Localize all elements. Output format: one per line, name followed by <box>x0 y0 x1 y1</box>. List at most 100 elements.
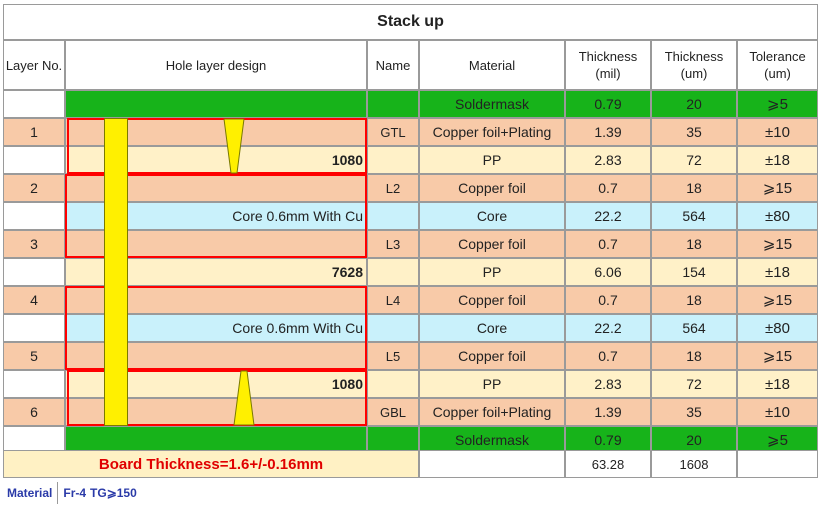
layer-no-cell: 4 <box>3 286 65 314</box>
layer-no-cell <box>3 90 65 118</box>
material-value: Fr-4 <box>63 486 87 500</box>
hole-layer-label: Core 0.6mm With Cu <box>232 320 363 336</box>
total-tolerance-cell <box>737 450 818 478</box>
material-cell: Copper foil <box>419 342 565 370</box>
thickness-mil-cell: 0.79 <box>565 90 651 118</box>
thickness-mil-cell: 0.7 <box>565 286 651 314</box>
material-cell: Copper foil+Plating <box>419 398 565 426</box>
thickness-um-cell: 35 <box>651 118 737 146</box>
layer-no-cell <box>3 202 65 230</box>
thickness-mil-cell: 2.83 <box>565 146 651 174</box>
header-thickness-um-label: Thickness (um) <box>664 49 724 81</box>
layer-name-cell <box>367 90 419 118</box>
thickness-um-cell: 18 <box>651 230 737 258</box>
tolerance-cell: ⩾15 <box>737 286 818 314</box>
header-tolerance: Tolerance (um) <box>737 40 818 90</box>
total-material-cell <box>419 450 565 478</box>
layer-no-cell: 5 <box>3 342 65 370</box>
layer-name-cell <box>367 370 419 398</box>
page-title: Stack up <box>3 4 818 40</box>
header-hole-design-label: Hole layer design <box>165 57 267 73</box>
layer-no-cell <box>3 258 65 286</box>
material-cell: Soldermask <box>419 426 565 454</box>
header-material-label: Material <box>468 57 516 73</box>
header-layer-no: Layer No. <box>3 40 65 90</box>
layer-name-cell: L5 <box>367 342 419 370</box>
layer-no-cell: 1 <box>3 118 65 146</box>
header-thickness-um: Thickness (um) <box>651 40 737 90</box>
hole-layer-label: 1080 <box>331 376 363 392</box>
tolerance-cell: ±10 <box>737 118 818 146</box>
layer-name-cell <box>367 202 419 230</box>
material-cell: Core <box>419 202 565 230</box>
tolerance-cell: ⩾5 <box>737 90 818 118</box>
thickness-um-cell: 72 <box>651 370 737 398</box>
layer-name-cell: GBL <box>367 398 419 426</box>
footer-divider <box>57 482 59 504</box>
hole-layer-label: 1080 <box>331 152 363 168</box>
layer-no-cell <box>3 314 65 342</box>
material-cell: Copper foil <box>419 174 565 202</box>
thickness-mil-cell: 0.7 <box>565 230 651 258</box>
header-tolerance-label: Tolerance (um) <box>749 49 806 81</box>
layer-no-cell <box>3 146 65 174</box>
thickness-um-cell: 564 <box>651 202 737 230</box>
header-thickness-mil: Thickness (mil) <box>565 40 651 90</box>
through-via <box>104 118 128 426</box>
thickness-um-cell: 72 <box>651 146 737 174</box>
layer-name-cell <box>367 146 419 174</box>
blind-via-bottom-icon <box>233 370 255 426</box>
layer-no-cell <box>3 370 65 398</box>
tolerance-cell: ±80 <box>737 314 818 342</box>
hole-layer-label: Core 0.6mm With Cu <box>232 208 363 224</box>
thickness-mil-cell: 1.39 <box>565 398 651 426</box>
tolerance-cell: ±80 <box>737 202 818 230</box>
material-cell: Soldermask <box>419 90 565 118</box>
tg-value: TG⩾150 <box>90 486 137 500</box>
header-name: Name <box>367 40 419 90</box>
material-cell: Core <box>419 314 565 342</box>
board-thickness: Board Thickness=1.6+/-0.16mm <box>98 455 324 473</box>
tolerance-cell: ⩾15 <box>737 230 818 258</box>
blind-via-top-icon-shape <box>223 118 245 174</box>
material-cell: Copper foil+Plating <box>419 118 565 146</box>
tolerance-cell: ±18 <box>737 146 818 174</box>
material-cell: Copper foil <box>419 230 565 258</box>
thickness-um-cell: 564 <box>651 314 737 342</box>
thickness-mil-cell: 22.2 <box>565 314 651 342</box>
material-footer: Material Fr-4 TG⩾150 <box>3 482 818 504</box>
header-material: Material <box>419 40 565 90</box>
header-layer-no-label: Layer No. <box>5 57 63 73</box>
thickness-um-cell: 154 <box>651 258 737 286</box>
thickness-mil-cell: 2.83 <box>565 370 651 398</box>
thickness-um-cell: 18 <box>651 286 737 314</box>
material-cell: Copper foil <box>419 286 565 314</box>
tolerance-cell: ⩾15 <box>737 342 818 370</box>
thickness-um-cell: 35 <box>651 398 737 426</box>
tolerance-cell: ⩾15 <box>737 174 818 202</box>
thickness-um-cell: 20 <box>651 90 737 118</box>
header-name-label: Name <box>375 57 411 73</box>
layer-name-cell <box>367 258 419 286</box>
stackup-table: Stack up Layer No. Hole layer design Nam… <box>3 4 818 504</box>
tolerance-cell: ±18 <box>737 258 818 286</box>
total-um: 1608 <box>651 450 737 478</box>
layer-no-cell: 2 <box>3 174 65 202</box>
thickness-mil-cell: 6.06 <box>565 258 651 286</box>
thickness-um-cell: 18 <box>651 174 737 202</box>
layer-name-cell: GTL <box>367 118 419 146</box>
hole-layer-label: 7628 <box>331 264 363 280</box>
total-mil: 63.28 <box>565 450 651 478</box>
thickness-mil-cell: 0.7 <box>565 174 651 202</box>
thickness-mil-cell: 1.39 <box>565 118 651 146</box>
layer-no-cell: 6 <box>3 398 65 426</box>
material-cell: PP <box>419 258 565 286</box>
layer-name-cell: L4 <box>367 286 419 314</box>
blind-via-top-icon <box>223 118 245 174</box>
header-hole-design: Hole layer design <box>65 40 367 90</box>
board-thickness-cell: Board Thickness=1.6+/-0.16mm <box>3 450 419 478</box>
material-cell: PP <box>419 370 565 398</box>
layer-name-cell: L2 <box>367 174 419 202</box>
layer-name-cell: L3 <box>367 230 419 258</box>
blind-via-bottom-icon-shape <box>233 370 255 426</box>
